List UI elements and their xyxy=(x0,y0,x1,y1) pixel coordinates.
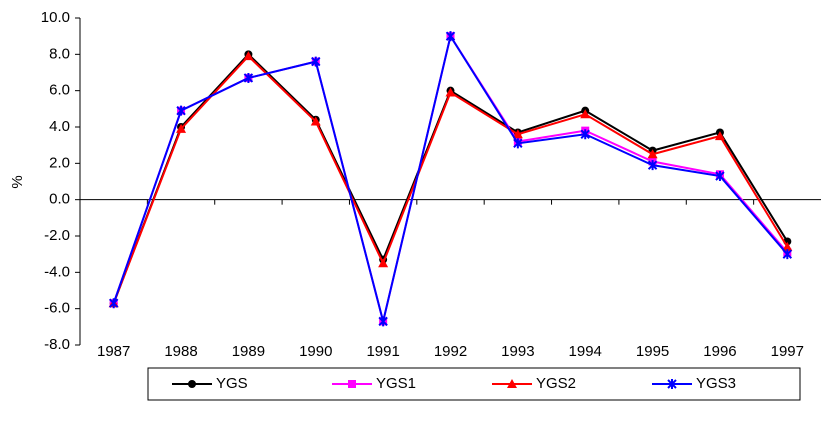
legend-label: YGS2 xyxy=(536,375,576,392)
x-tick-label: 1993 xyxy=(501,343,534,360)
marker xyxy=(243,51,254,61)
marker xyxy=(243,72,254,83)
y-tick-label: 4.0 xyxy=(49,118,70,135)
x-tick-label: 1992 xyxy=(434,343,467,360)
marker xyxy=(513,138,523,149)
marker xyxy=(714,131,725,141)
marker xyxy=(176,105,186,116)
marker xyxy=(782,241,793,251)
marker xyxy=(378,258,389,268)
marker xyxy=(647,160,658,171)
y-tick-label: 6.0 xyxy=(49,82,70,99)
series-line xyxy=(112,33,789,322)
marker xyxy=(311,56,321,67)
marker xyxy=(512,129,523,139)
legend-label: YGS xyxy=(216,375,248,392)
legend-box xyxy=(147,367,801,401)
series-line xyxy=(112,33,789,322)
y-tick-label: -2.0 xyxy=(44,227,70,244)
y-tick-label: 0.0 xyxy=(49,191,70,208)
x-tick-label: 1994 xyxy=(569,343,602,360)
legend-label: YGS1 xyxy=(376,375,416,392)
y-tick-label: -6.0 xyxy=(44,300,70,317)
marker xyxy=(580,129,590,140)
marker xyxy=(507,379,517,388)
y-axis-label: % xyxy=(9,175,26,188)
x-tick-label: 1989 xyxy=(232,343,265,360)
x-tick-label: 1988 xyxy=(164,343,197,360)
marker xyxy=(445,87,456,97)
y-tick-label: -8.0 xyxy=(44,336,70,353)
y-tick-label: 10.0 xyxy=(41,9,70,26)
y-tick-label: 8.0 xyxy=(49,45,70,62)
marker xyxy=(310,116,321,126)
x-tick-label: 1990 xyxy=(299,343,332,360)
marker xyxy=(348,380,356,388)
y-tick-label: 2.0 xyxy=(49,154,70,171)
y-tick-label: -4.0 xyxy=(44,263,70,280)
marker xyxy=(715,171,725,182)
legend-label: YGS3 xyxy=(696,375,736,392)
x-tick-label: 1997 xyxy=(771,343,804,360)
marker xyxy=(188,380,196,388)
marker xyxy=(782,249,793,260)
marker xyxy=(667,379,677,389)
marker xyxy=(176,123,187,133)
x-tick-label: 1991 xyxy=(366,343,399,360)
marker xyxy=(580,109,591,119)
marker xyxy=(378,316,388,327)
x-tick-label: 1996 xyxy=(703,343,736,360)
marker xyxy=(647,149,658,159)
marker xyxy=(445,31,456,42)
x-tick-label: 1995 xyxy=(636,343,669,360)
marker xyxy=(108,298,119,309)
x-tick-label: 1987 xyxy=(97,343,130,360)
